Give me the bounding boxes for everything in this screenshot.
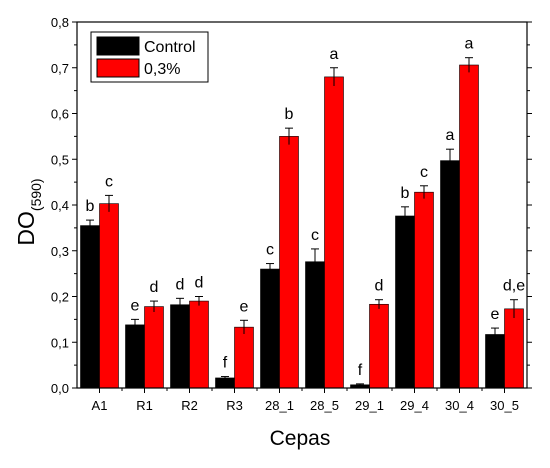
x-tick-label-A1: A1 bbox=[92, 398, 108, 413]
sig-label-0-3-29_4: c bbox=[420, 164, 428, 181]
x-axis-ticks: A1 R1 R2 R3 28_1 28_5 29_1 29_4 30_4 30_5 bbox=[92, 388, 519, 413]
x-tick-label-R1: R1 bbox=[136, 398, 153, 413]
legend-swatch-control bbox=[96, 36, 140, 56]
sig-label-0-3-29_1: d bbox=[375, 278, 384, 295]
bar-control-R3 bbox=[215, 377, 235, 389]
y-tick-label: 0,2 bbox=[51, 290, 69, 305]
y-tick-label: 0,7 bbox=[51, 61, 69, 76]
bar-control-28_1 bbox=[260, 268, 280, 389]
y-axis-title-subscript: (590) bbox=[28, 178, 44, 211]
y-tick-label: 0,3 bbox=[51, 244, 69, 259]
bar-0-3-28_1 bbox=[279, 136, 299, 389]
x-tick-label-R3: R3 bbox=[226, 398, 243, 413]
x-axis-title: Cepas bbox=[270, 427, 331, 450]
y-tick-label: 0,4 bbox=[51, 198, 69, 213]
bar-control-30_4 bbox=[440, 160, 460, 389]
sig-label-control-R2: d bbox=[176, 276, 185, 293]
sig-label-control-29_4: b bbox=[401, 185, 410, 202]
sig-label-control-R3: f bbox=[223, 355, 228, 372]
y-tick-label: 0,6 bbox=[51, 107, 69, 122]
sig-label-0-3-R3: e bbox=[240, 298, 249, 315]
sig-label-0-3-R1: d bbox=[150, 279, 159, 296]
sig-label-control-R1: e bbox=[131, 297, 140, 314]
sig-label-control-30_5: e bbox=[491, 306, 500, 323]
bar-0-3-R1 bbox=[144, 306, 164, 389]
y-tick-label: 0,8 bbox=[51, 15, 69, 30]
x-tick-label-R2: R2 bbox=[181, 398, 198, 413]
bar-0-3-30_4 bbox=[459, 64, 479, 389]
bar-0-3-29_1 bbox=[369, 303, 389, 389]
y-tick-label: 0,0 bbox=[51, 381, 69, 396]
bar-control-30_5 bbox=[485, 334, 505, 389]
bar-control-28_5 bbox=[305, 261, 325, 389]
y-axis-title-main: DO bbox=[13, 211, 39, 246]
sig-label-0-3-28_1: b bbox=[285, 106, 294, 123]
sig-label-0-3-28_5: a bbox=[330, 46, 339, 63]
sig-label-control-29_1: f bbox=[358, 362, 363, 379]
legend-swatch-0-3 bbox=[96, 58, 140, 78]
bar-0-3-29_4 bbox=[414, 191, 434, 389]
sig-label-control-28_1: c bbox=[266, 242, 274, 259]
bar-control-R2 bbox=[170, 304, 190, 389]
bar-control-R1 bbox=[125, 324, 145, 389]
bar-0-3-28_5 bbox=[324, 76, 344, 389]
sig-label-0-3-A1: c bbox=[105, 173, 113, 190]
bar-0-3-R2 bbox=[189, 300, 209, 389]
bar-0-3-30_5 bbox=[504, 308, 524, 389]
x-tick-label-29_1: 29_1 bbox=[355, 398, 384, 413]
sig-label-0-3-30_4: a bbox=[465, 36, 474, 53]
error-bars bbox=[86, 57, 518, 386]
sig-label-control-A1: b bbox=[86, 198, 95, 215]
x-tick-label-29_4: 29_4 bbox=[400, 398, 429, 413]
x-tick-label-30_5: 30_5 bbox=[490, 398, 519, 413]
x-tick-label-28_5: 28_5 bbox=[310, 398, 339, 413]
legend-label-0-3: 0,3% bbox=[144, 61, 180, 78]
bar-marks bbox=[80, 64, 524, 389]
y-tick-label: 0,1 bbox=[51, 335, 69, 350]
bar-0-3-R3 bbox=[234, 326, 254, 389]
bar-control-29_4 bbox=[395, 215, 415, 389]
sig-label-0-3-30_5: d,e bbox=[503, 278, 525, 295]
sig-label-control-30_4: a bbox=[446, 127, 455, 144]
x-tick-label-28_1: 28_1 bbox=[265, 398, 294, 413]
y-axis-ticks: 0,0 0,1 0,2 0,3 0,4 0,5 0,6 0,7 0,8 bbox=[51, 15, 532, 396]
sig-label-control-28_5: c bbox=[311, 227, 319, 244]
x-tick-label-30_4: 30_4 bbox=[445, 398, 474, 413]
y-axis-title: DO(590) bbox=[13, 178, 44, 245]
bar-0-3-A1 bbox=[99, 203, 119, 389]
sig-label-0-3-R2: d bbox=[195, 275, 204, 292]
y-tick-label: 0,5 bbox=[51, 152, 69, 167]
legend: Control 0,3% bbox=[90, 31, 209, 83]
legend-label-control: Control bbox=[144, 39, 196, 56]
bar-control-A1 bbox=[80, 225, 100, 389]
